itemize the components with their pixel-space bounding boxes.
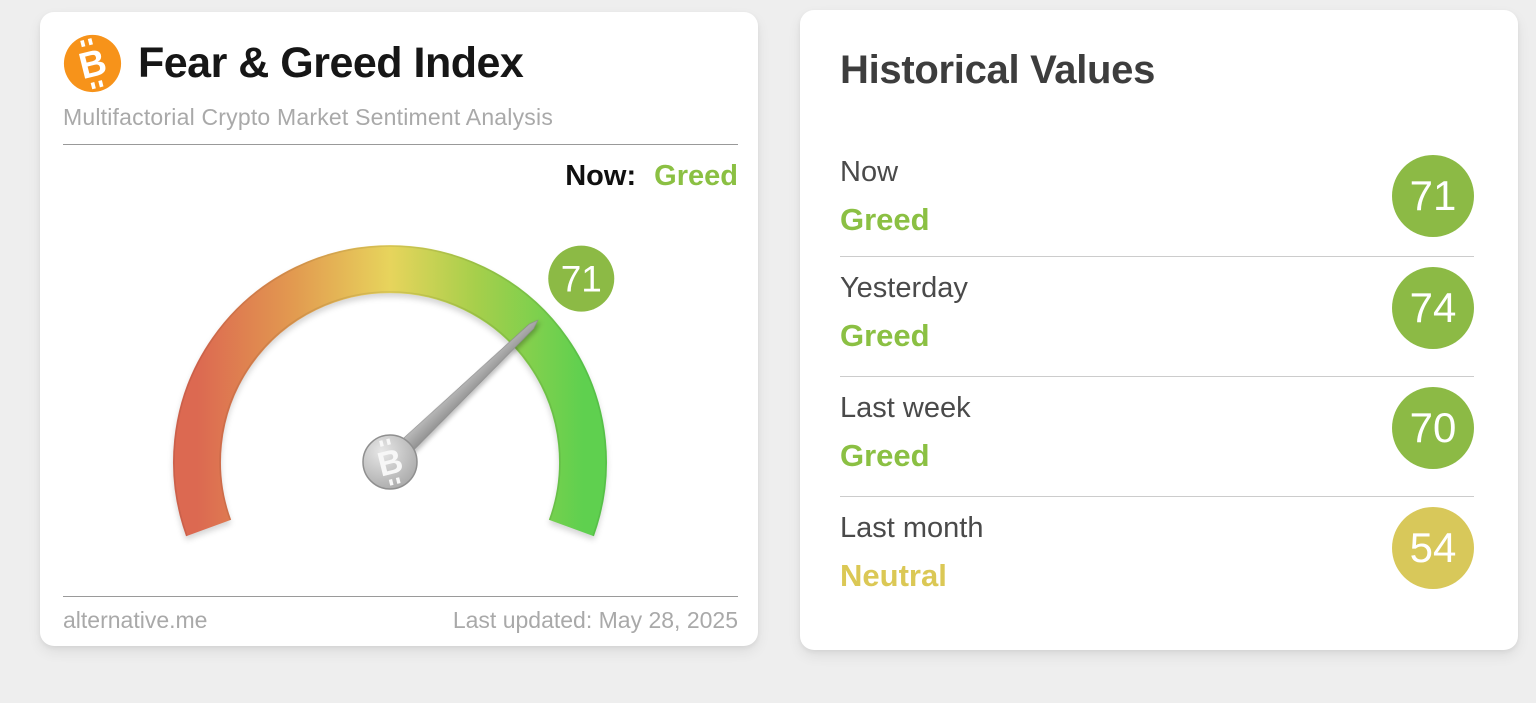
row-value-badge: 54 — [1392, 507, 1474, 589]
history-row-last-month: Last month Neutral 54 — [840, 497, 1474, 617]
gauge-hub-bitcoin-icon: B — [362, 434, 418, 490]
row-classification: Greed — [840, 202, 930, 237]
page-title: Fear & Greed Index — [138, 38, 524, 87]
row-classification: Greed — [840, 318, 930, 353]
row-label: Yesterday — [840, 272, 968, 304]
row-classification: Greed — [840, 438, 930, 473]
source-link[interactable]: alternative.me — [63, 607, 208, 633]
gauge-value: 71 — [561, 259, 602, 300]
history-row-yesterday: Yesterday Greed 74 — [840, 257, 1474, 377]
last-updated: Last updated: May 28, 2025 — [452, 607, 738, 633]
row-value-badge: 70 — [1392, 387, 1474, 469]
gauge-band — [173, 245, 607, 537]
row-classification: Neutral — [840, 558, 947, 593]
fear-greed-header: B Fear & Greed Index — [63, 34, 738, 93]
header-divider — [63, 144, 738, 145]
gauge-card-footer: alternative.me Last updated: May 28, 202… — [63, 596, 738, 634]
fear-greed-card: B Fear & Greed Index Multifactorial Cryp… — [40, 12, 758, 646]
row-value-badge: 74 — [1392, 267, 1474, 349]
history-row-now: Now Greed 71 — [840, 145, 1474, 257]
gauge: B 71 — [40, 212, 740, 557]
gauge-value-badge: 71 — [548, 245, 615, 312]
row-label: Last month — [840, 512, 984, 544]
footer-divider — [63, 596, 738, 597]
row-label: Last week — [840, 392, 971, 424]
subtitle: Multifactorial Crypto Market Sentiment A… — [63, 104, 554, 130]
now-classification: Greed — [654, 160, 738, 192]
historical-values-title: Historical Values — [840, 48, 1156, 92]
historical-rows: Now Greed 71 Yesterday Greed 74 Last wee… — [840, 145, 1474, 617]
row-label: Now — [840, 156, 899, 188]
bitcoin-icon: B — [63, 34, 122, 93]
current-classification-line: Now: Greed — [63, 160, 738, 193]
row-value-badge: 71 — [1392, 155, 1474, 237]
historical-values-card: Historical Values Now Greed 71 Yesterday… — [800, 10, 1518, 650]
history-row-last-week: Last week Greed 70 — [840, 377, 1474, 497]
now-label: Now: — [565, 160, 637, 192]
